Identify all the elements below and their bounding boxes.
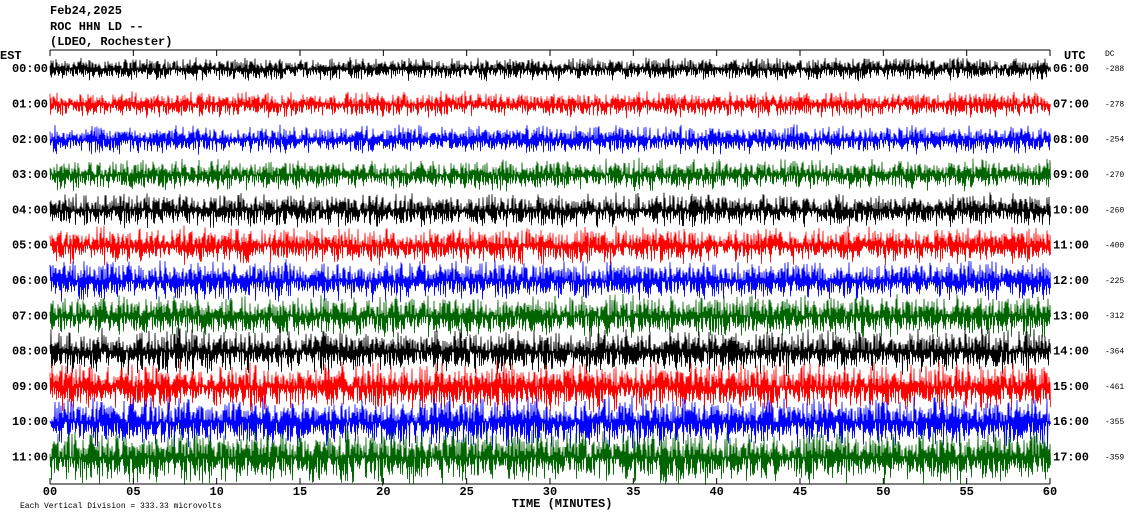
dc-label: -260 <box>1105 206 1124 215</box>
x-tick-label: 20 <box>376 485 390 499</box>
x-tick-label: 05 <box>126 485 140 499</box>
trace <box>49 57 1051 82</box>
utc-label: 11:00 <box>1053 239 1089 253</box>
est-label: 02:00 <box>12 133 48 147</box>
station: ROC HHN LD -- <box>50 20 144 34</box>
est-label: 06:00 <box>12 274 48 288</box>
x-tick-label: 45 <box>793 485 807 499</box>
utc-label: 06:00 <box>1053 62 1089 76</box>
dc-label: -278 <box>1105 100 1124 109</box>
x-tick-label: 60 <box>1043 485 1057 499</box>
trace <box>49 428 1051 487</box>
utc-label: 09:00 <box>1053 168 1089 182</box>
est-label: 11:00 <box>12 450 48 464</box>
est-label: 03:00 <box>12 168 48 182</box>
est-title: EST <box>0 49 22 63</box>
trace <box>49 326 1051 377</box>
utc-label: 14:00 <box>1053 345 1089 359</box>
utc-label: 10:00 <box>1053 203 1089 217</box>
dc-label: -355 <box>1105 418 1124 427</box>
x-tick-label: 35 <box>626 485 640 499</box>
trace <box>49 157 1051 192</box>
est-label: 08:00 <box>12 345 48 359</box>
est-label: 05:00 <box>12 239 48 253</box>
x-tick-label: 40 <box>709 485 723 499</box>
footer: Each Vertical Division = 333.33 microvol… <box>20 502 222 511</box>
dc-label: -364 <box>1105 348 1124 357</box>
est-label: 07:00 <box>12 309 48 323</box>
trace <box>49 293 1051 339</box>
dc-label: -359 <box>1105 453 1124 462</box>
utc-label: 17:00 <box>1053 450 1089 464</box>
dc-label: -225 <box>1105 277 1124 286</box>
trace <box>49 124 1051 155</box>
x-tick-label: 50 <box>876 485 890 499</box>
utc-label: 13:00 <box>1053 309 1089 323</box>
dc-label: -312 <box>1105 312 1124 321</box>
dc-label: -254 <box>1105 136 1124 145</box>
date: Feb24,2025 <box>50 4 122 18</box>
est-label: 10:00 <box>12 415 48 429</box>
x-tick-label: 55 <box>959 485 973 499</box>
x-tick-label: 25 <box>459 485 473 499</box>
dc-label: -400 <box>1105 242 1124 251</box>
utc-label: 12:00 <box>1053 274 1089 288</box>
est-label: 04:00 <box>12 203 48 217</box>
trace <box>49 225 1051 266</box>
trace <box>49 90 1051 119</box>
trace <box>49 259 1051 303</box>
trace <box>49 360 1051 413</box>
x-tick-label: 00 <box>43 485 57 499</box>
dc-label: -461 <box>1105 383 1124 392</box>
est-label: 09:00 <box>12 380 48 394</box>
utc-title: UTC <box>1064 49 1086 63</box>
utc-label: 15:00 <box>1053 380 1089 394</box>
est-label: 00:00 <box>12 62 48 76</box>
dc-title: DC <box>1105 50 1115 59</box>
utc-label: 08:00 <box>1053 133 1089 147</box>
trace <box>49 395 1051 450</box>
est-label: 01:00 <box>12 97 48 111</box>
dc-label: -288 <box>1105 65 1124 74</box>
traces <box>49 57 1051 487</box>
trace <box>49 192 1051 229</box>
utc-label: 07:00 <box>1053 97 1089 111</box>
x-tick-label: 15 <box>293 485 307 499</box>
location: (LDEO, Rochester) <box>50 35 172 49</box>
x-axis-title: TIME (MINUTES) <box>512 497 613 511</box>
utc-label: 16:00 <box>1053 415 1089 429</box>
x-tick-label: 10 <box>209 485 223 499</box>
dc-label: -270 <box>1105 171 1124 180</box>
x-tick-label: 30 <box>543 485 557 499</box>
